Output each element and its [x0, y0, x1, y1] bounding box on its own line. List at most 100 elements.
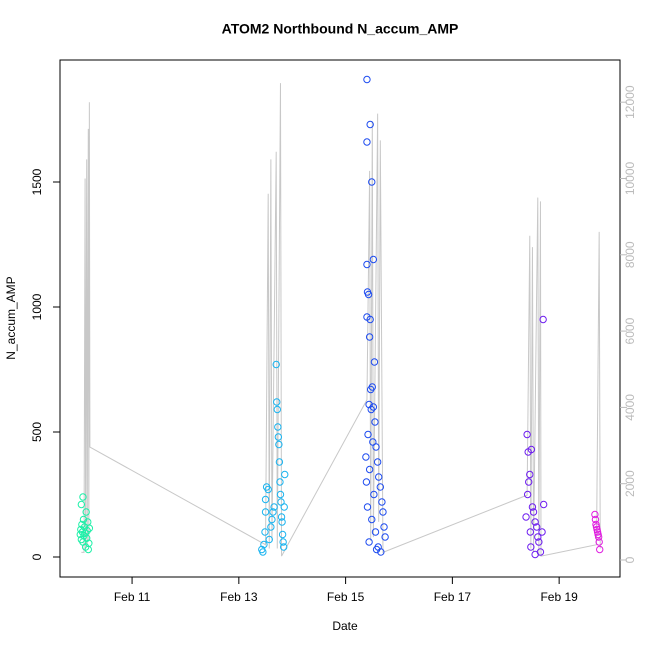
point: [534, 533, 542, 541]
point: [261, 495, 270, 504]
y-axis-title: N_accum_AMP: [4, 276, 18, 359]
x-tick-label: Feb 15: [327, 590, 365, 604]
y-tick-label: 1500: [30, 168, 44, 195]
point: [83, 527, 91, 535]
point: [276, 490, 285, 499]
point: [368, 515, 376, 524]
point: [279, 543, 288, 551]
point: [85, 524, 94, 532]
point: [535, 538, 543, 546]
point: [85, 539, 93, 547]
point: [269, 508, 277, 516]
point: [526, 470, 534, 479]
point: [364, 430, 372, 439]
point: [527, 543, 535, 551]
point: [378, 498, 386, 506]
point: [369, 403, 378, 411]
point: [523, 430, 531, 439]
point: [260, 540, 268, 549]
y-tick-label: 1000: [30, 293, 44, 320]
x-tick-label: Feb 11: [114, 590, 151, 604]
point: [278, 518, 286, 526]
point: [376, 483, 385, 491]
point: [377, 548, 385, 556]
point: [367, 405, 375, 414]
point: [523, 490, 532, 499]
point: [372, 443, 380, 451]
point: [261, 528, 269, 536]
point: [77, 500, 86, 509]
point: [275, 458, 284, 466]
point: [591, 510, 599, 519]
point: [79, 515, 88, 524]
point: [373, 458, 382, 466]
point: [528, 503, 537, 511]
plot-frame: [59, 59, 621, 578]
point: [526, 528, 535, 536]
point: [274, 423, 282, 431]
point: [270, 503, 278, 511]
point: [267, 523, 275, 531]
point: [594, 533, 603, 541]
point: [365, 333, 374, 341]
point: [273, 405, 281, 414]
point: [370, 358, 379, 366]
y2-tick-label: 10000: [623, 161, 637, 195]
point: [364, 290, 373, 299]
point: [363, 260, 371, 269]
point: [281, 470, 289, 479]
point: [363, 75, 371, 84]
point: [365, 538, 373, 546]
point: [275, 440, 283, 449]
point: [369, 255, 378, 264]
chart-title: ATOM2 Northbound N_accum_AMP: [222, 21, 459, 37]
point: [368, 178, 376, 186]
y2-tick-label: 2000: [623, 470, 637, 497]
point: [79, 493, 87, 501]
y2-tick-label: 0: [623, 556, 637, 563]
point: [366, 385, 375, 394]
point: [265, 535, 273, 544]
point: [278, 530, 287, 539]
point: [527, 445, 536, 454]
point: [277, 513, 286, 521]
point: [370, 490, 378, 499]
point: [261, 508, 270, 516]
point: [274, 433, 283, 441]
point: [264, 485, 272, 494]
point: [272, 360, 280, 369]
point: [362, 453, 370, 461]
point: [375, 473, 383, 481]
point: [76, 530, 84, 539]
point: [259, 548, 267, 556]
point: [273, 398, 281, 406]
point: [365, 400, 373, 409]
line-series: [81, 83, 601, 557]
point: [276, 478, 284, 486]
y2-tick-label: 12000: [623, 85, 637, 119]
point: [596, 545, 604, 554]
y-tick-label: 500: [30, 422, 44, 442]
point: [363, 138, 371, 146]
x-axis-title: Date: [332, 619, 358, 633]
x-tick-label: Feb 13: [220, 590, 258, 604]
point: [381, 533, 389, 541]
point: [371, 528, 380, 536]
point: [365, 465, 374, 474]
y2-tick-label: 6000: [623, 317, 637, 344]
point: [522, 513, 530, 521]
point: [82, 508, 90, 516]
point: [268, 515, 276, 524]
y2-tick-label: 4000: [623, 394, 637, 421]
point: [362, 478, 371, 486]
point: [279, 538, 287, 546]
point: [529, 508, 538, 516]
point: [380, 523, 388, 531]
point: [539, 315, 547, 324]
point: [82, 534, 91, 542]
y2-tick-label: 8000: [623, 241, 637, 268]
point: [531, 550, 539, 559]
point: [280, 503, 288, 511]
point: [366, 120, 374, 129]
